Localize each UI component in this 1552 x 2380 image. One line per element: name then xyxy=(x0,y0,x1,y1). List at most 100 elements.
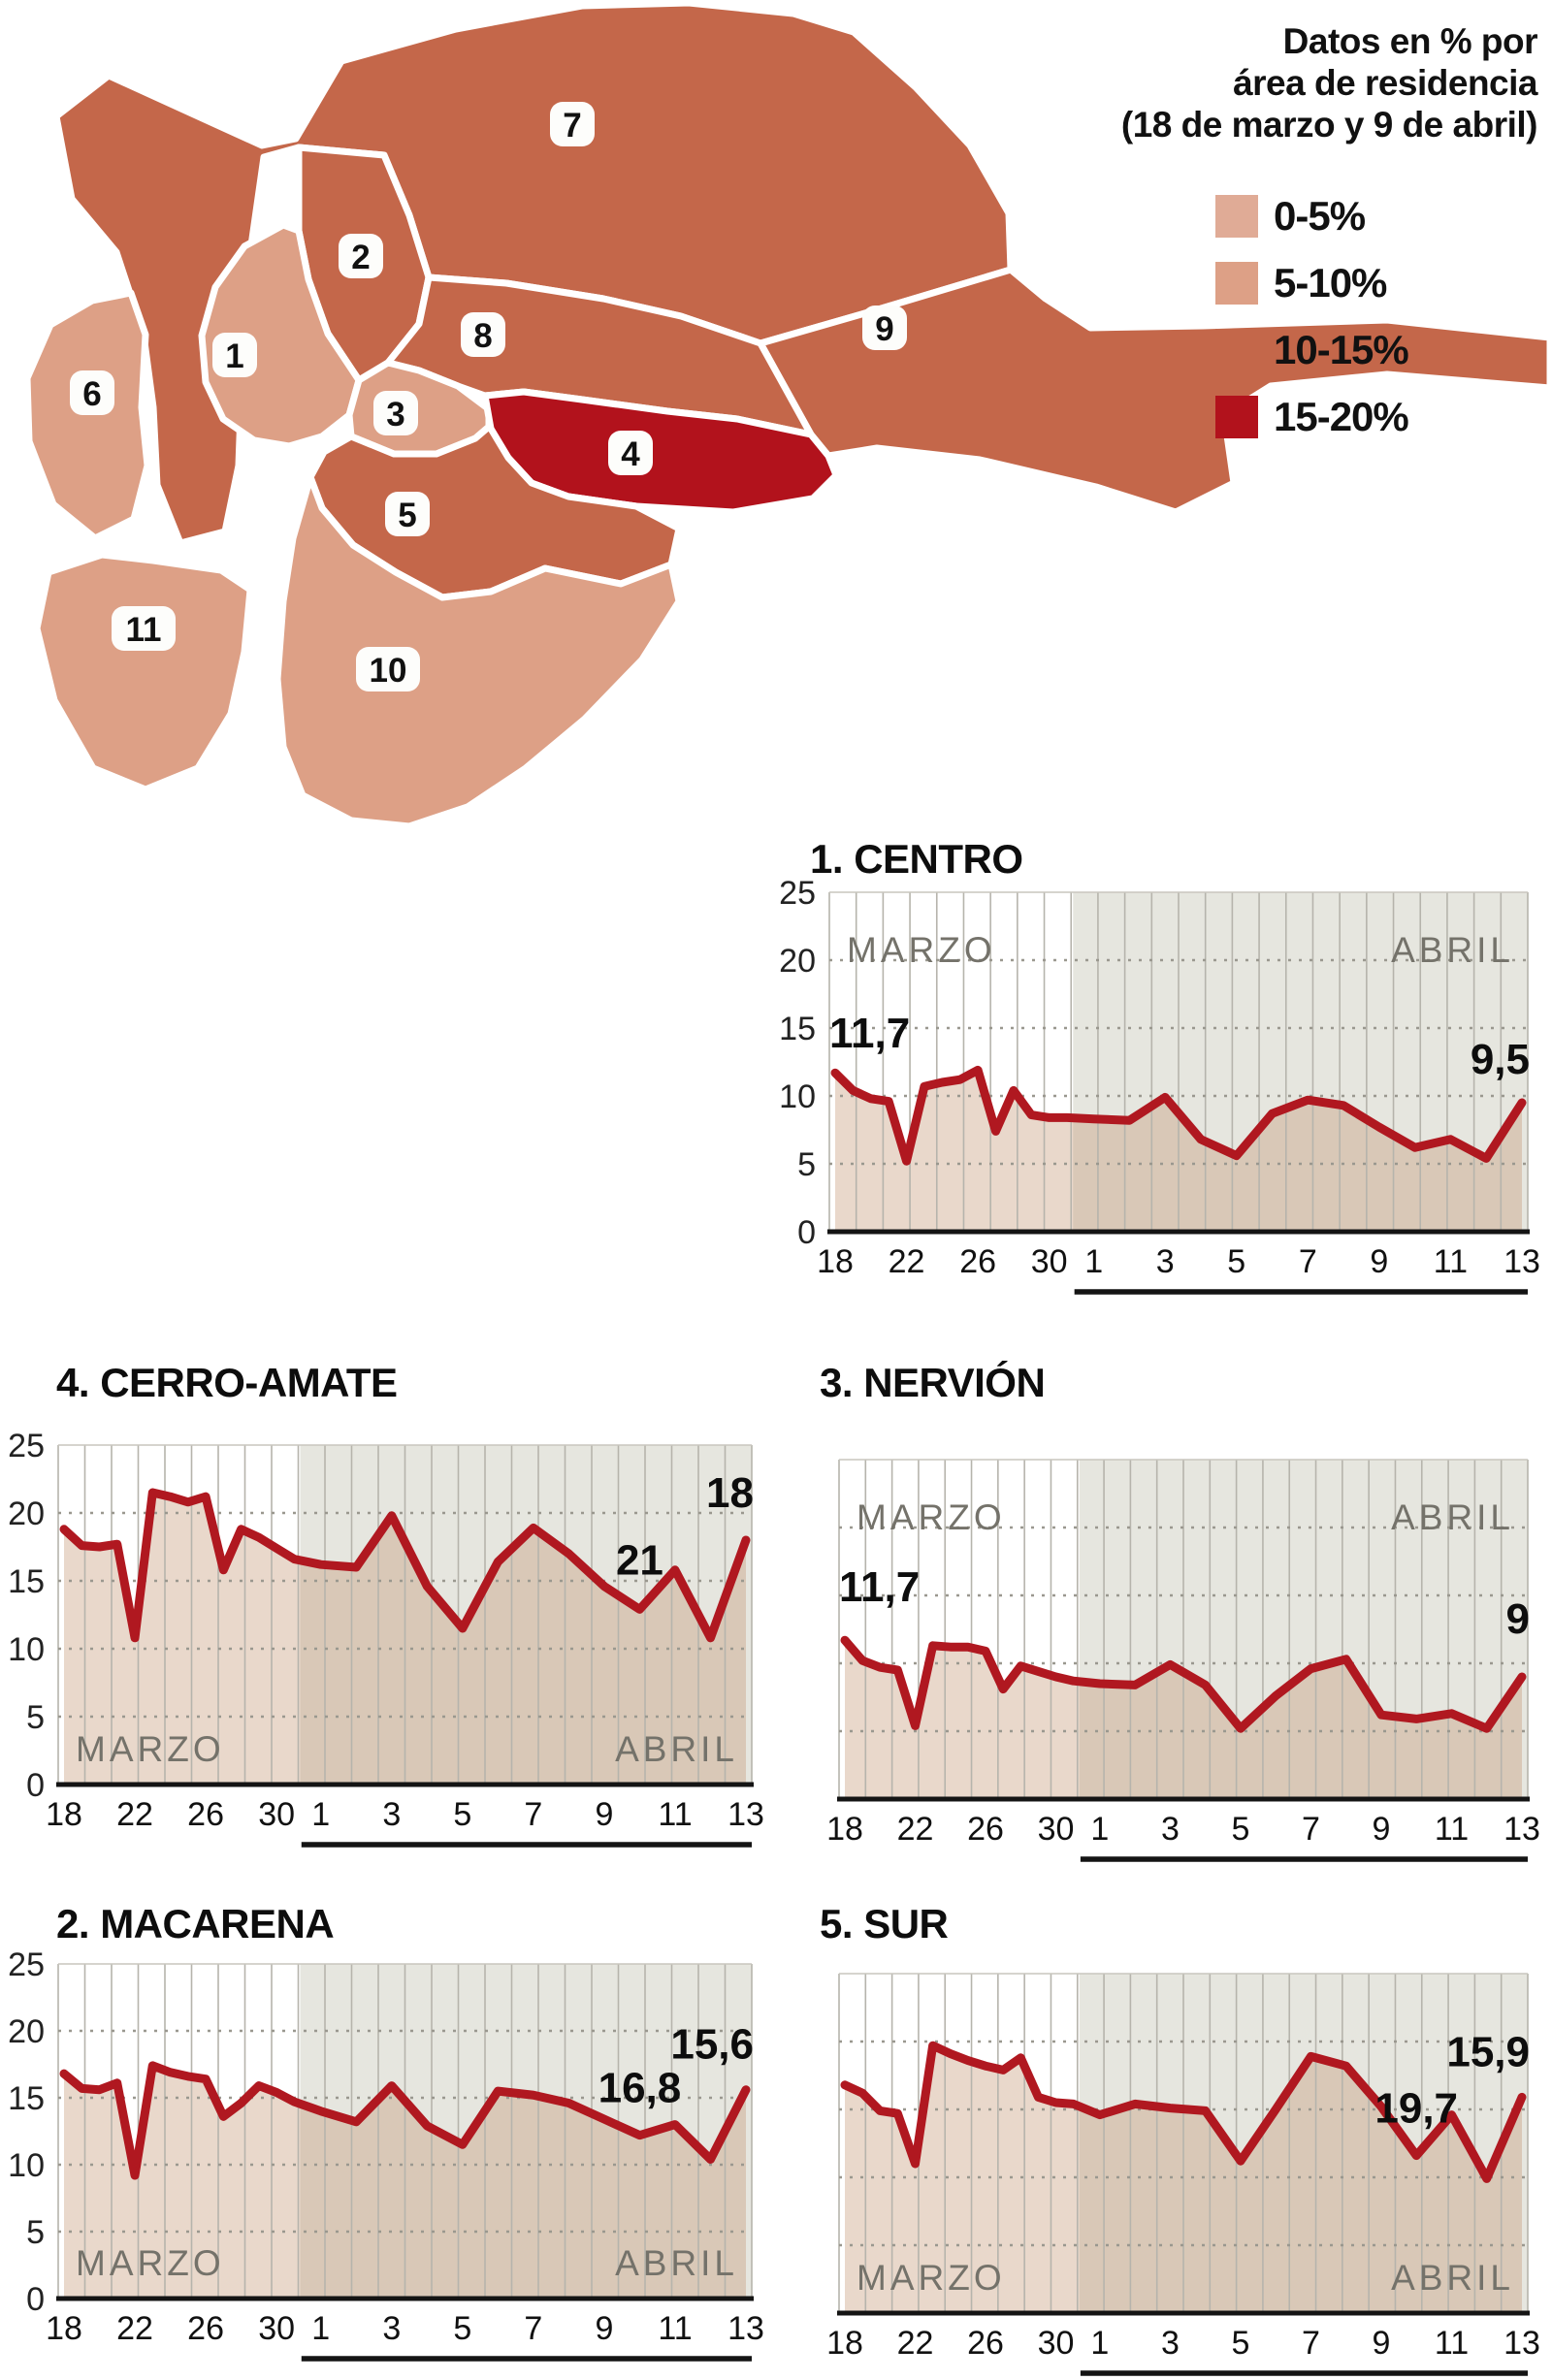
x-tick-label: 7 xyxy=(524,2310,542,2347)
y-tick-label: 20 xyxy=(8,1496,45,1532)
district-number-badge xyxy=(356,647,420,691)
x-tick-label: 3 xyxy=(382,1796,401,1833)
district-number-label: 3 xyxy=(386,396,404,434)
y-tick-label: 15 xyxy=(779,1011,816,1047)
y-tick-label: 0 xyxy=(797,1214,816,1251)
x-tick-label: 22 xyxy=(116,1796,153,1833)
legend-range-label: 0-5% xyxy=(1274,193,1366,239)
y-tick-label: 25 xyxy=(8,1428,45,1464)
x-tick-label: 22 xyxy=(116,2310,153,2347)
legend-item: 5-10% xyxy=(1215,260,1408,306)
plot-background-april xyxy=(1079,1460,1528,1799)
x-tick-label: 18 xyxy=(817,1243,854,1280)
district-number-badge xyxy=(339,234,383,278)
x-tick-label: 13 xyxy=(1504,1811,1540,1848)
x-tick-label: 9 xyxy=(595,2310,613,2347)
y-tick-label: 10 xyxy=(8,2147,45,2184)
district-number-badge xyxy=(608,431,653,475)
month-label-abril: ABRIL xyxy=(1391,1497,1514,1537)
data-line xyxy=(59,2061,751,2180)
x-tick-label: 30 xyxy=(258,2310,295,2347)
x-tick-label: 13 xyxy=(1504,1243,1540,1280)
x-tick-label: 18 xyxy=(46,1796,82,1833)
x-tick-label: 26 xyxy=(187,1796,224,1833)
month-label-marzo: MARZO xyxy=(76,1729,225,1769)
x-tick-label: 9 xyxy=(1373,1811,1391,1848)
district-number-label: 1 xyxy=(225,338,243,375)
x-tick-label: 22 xyxy=(897,2325,934,2362)
x-tick-label: 1 xyxy=(311,1796,330,1833)
legend-swatch-icon xyxy=(1215,329,1258,371)
month-label-abril: ABRIL xyxy=(1391,2258,1514,2298)
x-tick-label: 11 xyxy=(658,1796,692,1833)
x-tick-label: 30 xyxy=(1038,1811,1075,1848)
month-label-abril: ABRIL xyxy=(615,1729,738,1769)
legend-title-line: Datos en % por xyxy=(1282,21,1538,61)
x-tick-label: 3 xyxy=(1161,2325,1180,2362)
x-tick-label: 30 xyxy=(1038,2325,1075,2362)
x-tick-label: 5 xyxy=(1231,1811,1249,1848)
month-label-marzo: MARZO xyxy=(847,930,996,970)
district-number-label: 7 xyxy=(563,107,581,145)
legend-item: 0-5% xyxy=(1215,193,1408,239)
x-tick-label: 18 xyxy=(826,1811,863,1848)
y-tick-label: 25 xyxy=(8,1946,45,1983)
legend-swatch-icon xyxy=(1215,396,1258,438)
month-label-marzo: MARZO xyxy=(76,2243,225,2283)
value-annotation: 16,8 xyxy=(598,2065,682,2112)
district-number-badge xyxy=(550,102,595,146)
x-tick-label: 22 xyxy=(897,1811,934,1848)
x-tick-label: 11 xyxy=(658,2310,692,2347)
month-label-abril: ABRIL xyxy=(615,2243,738,2283)
x-tick-label: 1 xyxy=(311,2310,330,2347)
x-tick-label: 13 xyxy=(1504,2325,1540,2362)
district-number-label: 8 xyxy=(473,317,492,355)
district-number-label: 11 xyxy=(126,611,162,649)
y-tick-label: 5 xyxy=(797,1146,816,1183)
x-tick-label: 18 xyxy=(826,2325,863,2362)
y-tick-label: 10 xyxy=(779,1078,816,1115)
district-number-label: 6 xyxy=(82,375,101,413)
value-annotation: 19,7 xyxy=(1374,2085,1458,2133)
district-number-badge xyxy=(212,333,257,377)
y-tick-label: 5 xyxy=(26,1699,45,1736)
x-tick-label: 3 xyxy=(382,2310,401,2347)
x-tick-label: 7 xyxy=(1302,1811,1320,1848)
legend-range-label: 10-15% xyxy=(1274,327,1409,372)
value-annotation: 21 xyxy=(616,1536,663,1584)
data-line xyxy=(830,1065,1527,1166)
district-shape-10 xyxy=(274,473,683,830)
legend-item: 10-15% xyxy=(1215,327,1409,372)
map-svg: 7 9 2 8 1 6 3 4 5 10 11 xyxy=(23,0,1552,830)
plot-background-april xyxy=(1079,1974,1528,2313)
data-line xyxy=(59,1488,751,1643)
x-tick-label: 5 xyxy=(453,1796,471,1833)
value-annotation: 18 xyxy=(706,1469,754,1517)
district-number-label: 4 xyxy=(621,435,640,473)
x-tick-label: 26 xyxy=(187,2310,224,2347)
x-tick-label: 9 xyxy=(595,1796,613,1833)
chart-title: 4. CERRO-AMATE xyxy=(56,1360,398,1405)
legend-item: 15-20% xyxy=(1215,394,1409,439)
value-annotation: 11,7 xyxy=(839,1563,920,1611)
district-number-label: 9 xyxy=(875,310,893,348)
x-tick-label: 22 xyxy=(889,1243,925,1280)
chart-title: 2. MACARENA xyxy=(56,1901,334,1946)
month-label-marzo: MARZO xyxy=(857,1497,1006,1537)
district-shape-11 xyxy=(33,551,254,793)
x-tick-label: 30 xyxy=(1031,1243,1068,1280)
district-number-badge xyxy=(461,312,505,357)
y-tick-label: 5 xyxy=(26,2214,45,2251)
x-tick-label: 26 xyxy=(967,1811,1004,1848)
legend-title-line: (18 de marzo y 9 de abril) xyxy=(1120,104,1538,145)
value-annotation: 11,7 xyxy=(829,1010,910,1057)
y-tick-label: 25 xyxy=(779,875,816,912)
district-shape-1 xyxy=(198,221,363,450)
x-tick-label: 9 xyxy=(1373,2325,1391,2362)
legend-title-line: área de residencia xyxy=(1233,62,1537,103)
plot-background-april xyxy=(300,1445,752,1785)
